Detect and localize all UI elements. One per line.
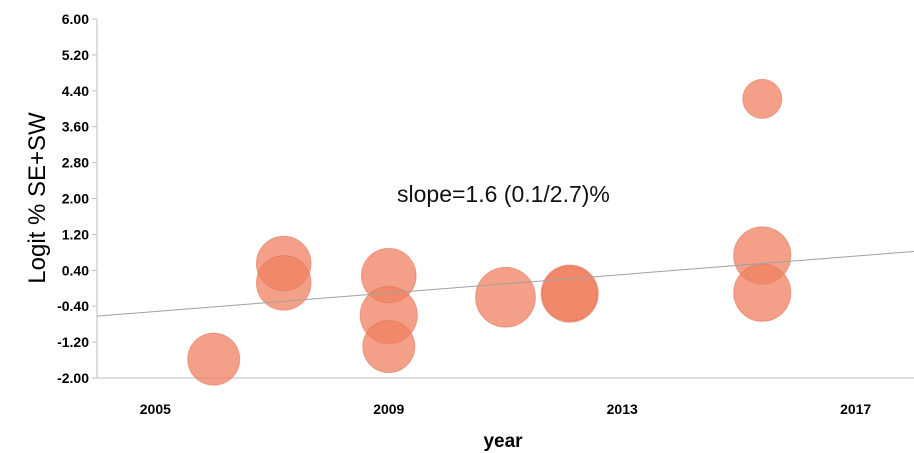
y-tick-label: 5.20: [62, 47, 89, 63]
data-point: [187, 332, 241, 386]
y-tick-label: 6.00: [62, 11, 89, 27]
y-axis-label: Logit % SE+SW: [24, 112, 51, 284]
x-tick-label: 2013: [607, 401, 638, 417]
data-point: [475, 266, 536, 328]
y-tick-label: 2.00: [62, 191, 89, 207]
x-axis-ticks: 2005 2009 2013 2017: [140, 401, 872, 417]
slope-annotation: slope=1.6 (0.1/2.7)%: [397, 181, 610, 207]
y-tick-label: 4.40: [62, 83, 89, 99]
data-points: [187, 78, 792, 386]
data-point: [742, 78, 783, 119]
x-tick-label: 2009: [373, 401, 404, 417]
y-tick-label: 2.80: [62, 155, 89, 171]
data-point: [362, 320, 416, 374]
data-point: [733, 263, 792, 322]
y-tick-label: 3.60: [62, 119, 89, 135]
y-axis-ticks: 6.00 5.20 4.40 3.60 2.80 2.00 1.20 0.40 -0.40 -1.…: [57, 11, 97, 386]
x-tick-label: 2017: [840, 401, 871, 417]
trend-line: [96, 250, 914, 317]
x-tick-label: 2005: [140, 401, 171, 417]
y-tick-label: -1.20: [57, 334, 89, 350]
data-point: [541, 265, 598, 322]
data-point: [255, 255, 312, 311]
y-tick-label: -0.40: [57, 298, 89, 314]
y-tick-label: -2.00: [57, 370, 89, 386]
y-tick-label: 1.20: [62, 226, 89, 242]
x-axis-label: year: [483, 431, 523, 452]
y-tick-label: 0.40: [62, 262, 89, 278]
